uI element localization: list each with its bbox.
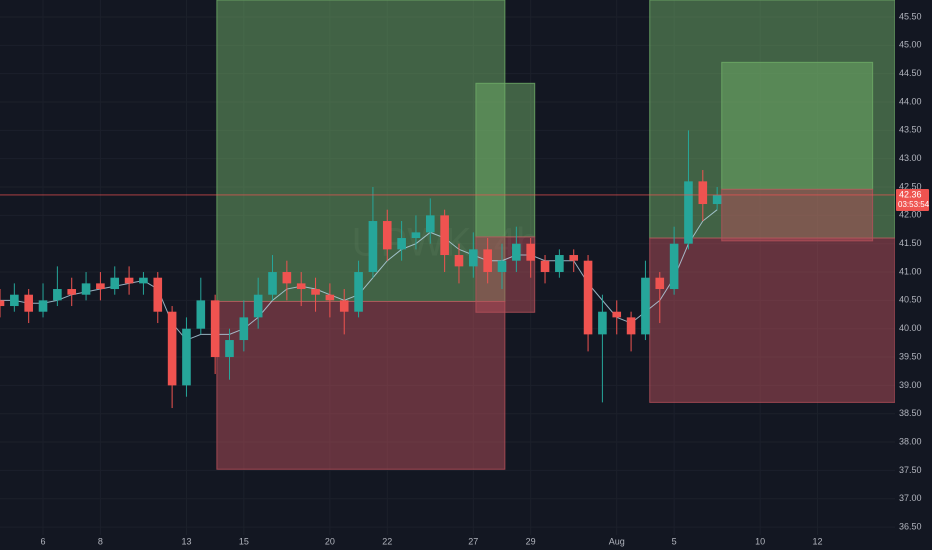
candle-body	[153, 277, 163, 312]
candle-body	[225, 340, 234, 358]
candle-body	[397, 238, 406, 250]
candle-body	[612, 311, 622, 318]
y-tick-label: 43.50	[899, 125, 922, 135]
y-tick-label: 42.00	[899, 210, 922, 220]
candle-body	[239, 317, 249, 341]
y-tick-label: 39.50	[899, 351, 922, 361]
y-tick-label: 44.00	[899, 96, 922, 106]
candle-body	[339, 300, 349, 312]
candle-body	[684, 181, 693, 244]
candle-body	[67, 289, 77, 295]
candle-body	[497, 260, 507, 273]
candle-body	[253, 294, 263, 318]
y-tick-label: 38.00	[899, 436, 922, 446]
candle-body	[81, 283, 91, 295]
y-tick-label: 38.50	[899, 408, 922, 418]
y-tick-label: 36.50	[899, 521, 922, 531]
x-tick-label: 13	[181, 536, 191, 546]
y-tick-label: 39.00	[899, 380, 922, 390]
y-tick-label: 37.50	[899, 465, 922, 475]
profit-zone	[721, 61, 874, 190]
profit-zone	[216, 0, 506, 303]
candle-body	[669, 243, 679, 290]
candle-body	[569, 255, 579, 261]
x-tick-label: 10	[755, 536, 765, 546]
candle-body	[311, 289, 320, 295]
x-tick-label: 15	[239, 536, 249, 546]
y-tick-label: 37.00	[899, 493, 922, 503]
last-price-badge	[896, 188, 929, 211]
x-tick-label: 29	[526, 536, 536, 546]
x-tick-label: 22	[382, 536, 392, 546]
candle-body	[282, 272, 292, 284]
loss-zone	[649, 237, 896, 403]
candle-body	[454, 255, 464, 267]
candle-body	[483, 249, 492, 273]
candle-body	[139, 277, 148, 284]
y-tick-label: 42.50	[899, 181, 922, 191]
loss-zone	[721, 188, 874, 242]
y-tick-label: 43.00	[899, 153, 922, 163]
candle-body	[182, 328, 191, 386]
candle-body	[368, 221, 378, 273]
candle-body	[655, 277, 665, 290]
candle-body	[124, 277, 134, 284]
candle-body	[469, 249, 478, 267]
x-tick-label: Aug	[609, 536, 625, 546]
candle-body	[24, 294, 33, 312]
x-tick-label: 6	[41, 536, 46, 546]
x-tick-label: 5	[672, 536, 677, 546]
candle-body	[598, 311, 607, 335]
x-tick-label: 20	[325, 536, 335, 546]
candle-body	[411, 232, 421, 239]
candle-body	[196, 300, 206, 329]
candle-body	[10, 294, 19, 307]
candle-body	[641, 277, 650, 335]
y-tick-label: 40.50	[899, 295, 922, 305]
candle-body	[712, 194, 722, 205]
candle-body	[540, 260, 550, 273]
x-tick-label: 27	[468, 536, 478, 546]
y-tick-label: 45.50	[899, 11, 922, 21]
candle-body	[512, 243, 521, 261]
y-tick-label: 41.50	[899, 238, 922, 248]
candle-body	[167, 311, 177, 386]
x-tick-label: 12	[813, 536, 823, 546]
candle-body	[210, 300, 220, 358]
candle-body	[268, 272, 277, 295]
candle-body	[38, 300, 48, 312]
candle-body	[425, 215, 435, 233]
candle-body	[325, 294, 335, 301]
y-tick-label: 44.50	[899, 68, 922, 78]
y-tick-label: 45.00	[899, 40, 922, 50]
candle-body	[110, 277, 120, 290]
y-tick-label: 41.00	[899, 266, 922, 276]
candle-body	[440, 215, 449, 256]
loss-zone	[216, 301, 506, 470]
candle-body	[382, 221, 392, 250]
candle-body	[296, 283, 306, 290]
x-tick-label: 8	[98, 536, 103, 546]
loss-zone	[475, 236, 536, 313]
candle-body	[53, 289, 62, 301]
y-tick-label: 40.00	[899, 323, 922, 333]
candle-body	[96, 283, 105, 290]
last-price-label: 42.36	[899, 189, 922, 199]
candle-body	[626, 317, 636, 335]
candle-body	[583, 260, 593, 335]
candle-body	[354, 272, 363, 312]
countdown-label: 03:53:54	[898, 200, 930, 209]
price-axis	[895, 0, 932, 550]
time-axis	[0, 535, 895, 550]
candle-body	[526, 243, 535, 261]
candle-body	[555, 255, 564, 273]
profit-zone	[475, 82, 536, 238]
candle-body	[698, 181, 708, 205]
candle-body	[0, 300, 5, 307]
